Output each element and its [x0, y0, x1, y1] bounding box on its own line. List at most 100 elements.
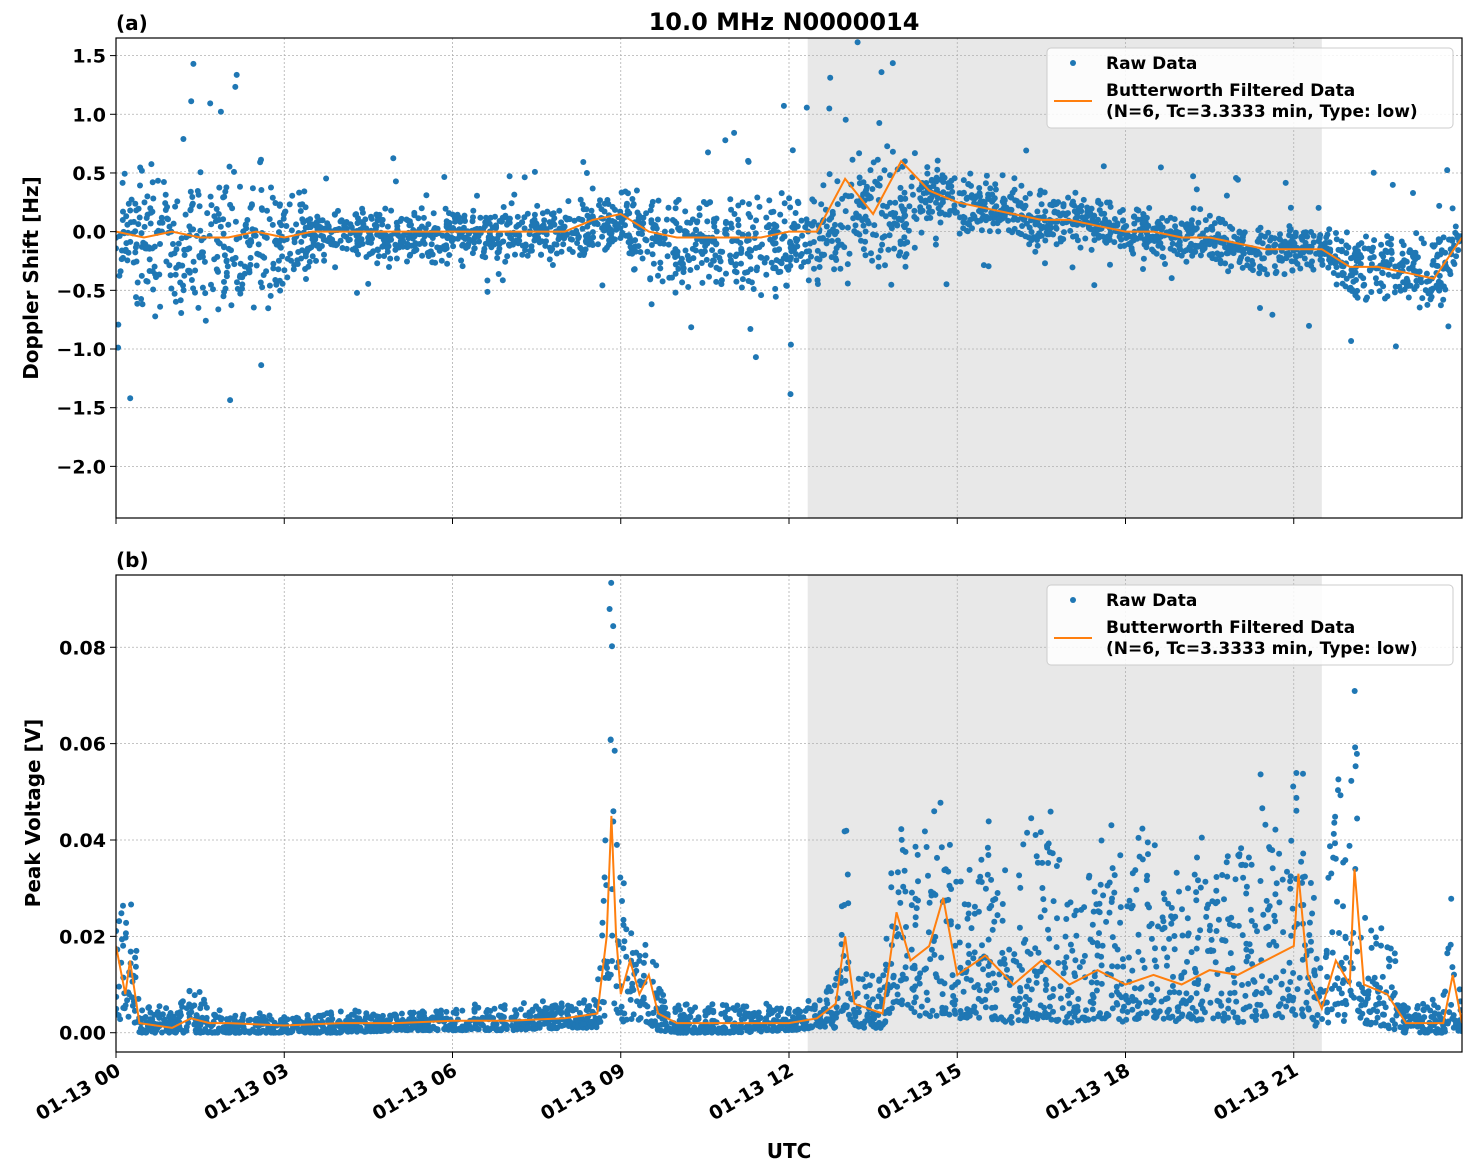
- raw-data-point: [1111, 889, 1118, 896]
- raw-data-point: [197, 169, 204, 176]
- raw-data-point: [1052, 201, 1059, 208]
- raw-data-point: [339, 245, 346, 251]
- raw-data-point: [1207, 922, 1213, 929]
- raw-data-point: [1203, 913, 1210, 920]
- raw-data-point: [1281, 271, 1288, 278]
- raw-data-point: [864, 191, 871, 198]
- raw-data-point: [792, 210, 799, 216]
- raw-data-point: [653, 238, 660, 245]
- raw-data-point: [672, 289, 679, 296]
- raw-data-point: [1151, 842, 1158, 849]
- raw-data-point: [988, 876, 995, 883]
- raw-data-point: [263, 234, 270, 241]
- raw-data-point: [908, 183, 915, 190]
- raw-data-point: [154, 1012, 161, 1019]
- raw-data-point: [1248, 948, 1255, 955]
- raw-data-point: [147, 220, 154, 227]
- raw-data-point: [898, 217, 905, 224]
- raw-data-point: [1382, 295, 1388, 302]
- raw-data-point: [879, 241, 886, 248]
- raw-data-point: [1211, 242, 1218, 249]
- raw-data-point: [1263, 897, 1270, 904]
- raw-data-series: [116, 39, 1462, 404]
- raw-data-point: [1158, 226, 1165, 233]
- raw-data-point: [635, 243, 642, 250]
- raw-data-point: [820, 182, 827, 189]
- raw-data-point: [1046, 226, 1053, 232]
- raw-data-point: [823, 240, 830, 247]
- raw-data-point: [897, 184, 904, 191]
- raw-data-point: [190, 258, 197, 265]
- raw-data-point: [600, 897, 607, 904]
- raw-data-point: [1061, 229, 1067, 236]
- raw-data-point: [596, 202, 602, 209]
- raw-data-point: [320, 233, 327, 240]
- raw-data-point: [1069, 201, 1076, 208]
- raw-data-point: [786, 1005, 792, 1012]
- raw-data-point: [842, 192, 849, 199]
- raw-data-point: [595, 976, 602, 983]
- raw-data-point: [655, 272, 661, 279]
- raw-data-point: [611, 747, 618, 754]
- raw-data-point: [708, 1028, 715, 1035]
- raw-data-point: [1333, 230, 1339, 236]
- raw-data-point: [178, 999, 185, 1006]
- raw-data-point: [116, 983, 122, 990]
- raw-data-point: [132, 954, 139, 961]
- raw-data-point: [829, 208, 836, 215]
- raw-data-point: [826, 171, 833, 178]
- raw-data-point: [1083, 1007, 1089, 1014]
- raw-data-point: [464, 243, 471, 250]
- raw-data-point: [149, 245, 156, 252]
- raw-data-point: [1082, 1017, 1089, 1024]
- raw-data-point: [519, 251, 526, 258]
- raw-data-point: [403, 216, 410, 223]
- raw-data-point: [548, 211, 555, 218]
- raw-data-point: [542, 242, 549, 249]
- raw-data-point: [589, 242, 596, 248]
- raw-data-point: [576, 1000, 583, 1007]
- raw-data-point: [1231, 979, 1238, 986]
- raw-data-point: [1053, 944, 1060, 951]
- raw-data-point: [543, 238, 549, 245]
- raw-data-point: [309, 236, 316, 243]
- raw-data-point: [1436, 202, 1443, 209]
- raw-data-point: [1042, 237, 1049, 244]
- raw-data-point: [1427, 289, 1434, 296]
- raw-data-point: [648, 301, 655, 308]
- raw-data-point: [159, 1011, 166, 1018]
- raw-data-point: [697, 1029, 703, 1036]
- raw-data-point: [355, 251, 361, 258]
- raw-data-point: [186, 987, 193, 994]
- raw-data-point: [549, 1022, 556, 1029]
- raw-data-point: [1392, 343, 1399, 350]
- raw-data-point: [1239, 982, 1245, 988]
- raw-data-point: [143, 245, 150, 252]
- raw-data-point: [1028, 237, 1035, 244]
- raw-data-point: [201, 996, 207, 1003]
- raw-data-point: [746, 201, 752, 207]
- raw-data-point: [931, 951, 938, 958]
- raw-data-point: [1257, 224, 1264, 231]
- raw-data-point: [731, 268, 738, 275]
- raw-data-point: [993, 986, 1000, 993]
- raw-data-point: [1347, 271, 1354, 278]
- raw-data-point: [430, 210, 437, 217]
- raw-data-point: [1343, 250, 1350, 256]
- raw-data-point: [232, 218, 239, 225]
- raw-data-point: [1111, 216, 1118, 222]
- raw-data-point: [793, 251, 799, 258]
- raw-data-point: [915, 878, 921, 885]
- raw-data-point: [880, 972, 887, 979]
- raw-data-point: [780, 255, 787, 262]
- raw-data-point: [1176, 989, 1183, 996]
- raw-data-point: [1212, 959, 1219, 966]
- raw-data-point: [1133, 886, 1140, 893]
- raw-data-point: [687, 267, 694, 273]
- raw-data-point: [1218, 251, 1225, 258]
- raw-data-point: [943, 281, 950, 288]
- raw-data-point: [923, 844, 930, 850]
- raw-data-point: [297, 201, 304, 208]
- raw-data-point: [756, 1014, 762, 1021]
